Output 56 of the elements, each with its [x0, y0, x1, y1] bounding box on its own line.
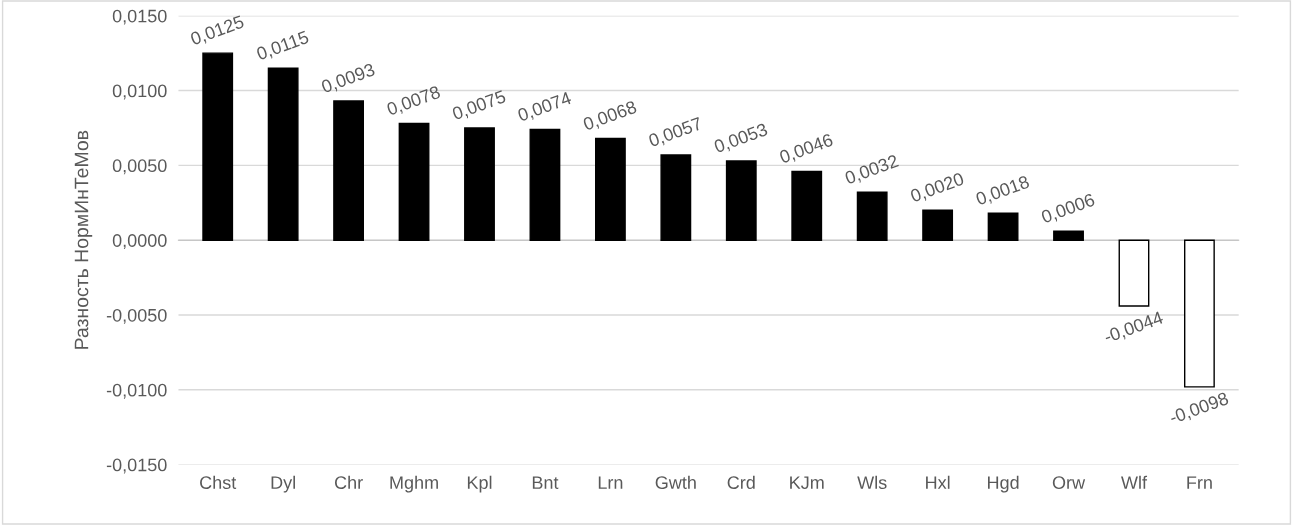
- x-tick-label: Orw: [1052, 476, 1086, 489]
- data-label: 0,0074: [516, 91, 573, 124]
- x-tick-label: Chst: [200, 475, 237, 489]
- bar: [1053, 230, 1084, 241]
- data-label: 0,0075: [451, 89, 508, 123]
- x-tick-label: Bnt: [532, 476, 559, 489]
- data-label: 0,0093: [320, 62, 377, 96]
- data-label: 0,0032: [844, 154, 900, 187]
- x-tick-label: Chr: [334, 475, 363, 489]
- bar: [267, 67, 299, 241]
- bar: [725, 160, 757, 241]
- data-label: 0,0006: [1040, 193, 1097, 226]
- y-tick-label: 0,0100: [112, 84, 167, 100]
- bar: [398, 122, 430, 241]
- data-label: 0,0068: [582, 100, 638, 133]
- data-label: 0,0020: [909, 172, 966, 205]
- bar: [202, 52, 234, 241]
- y-tick-label: 0,0050: [112, 159, 167, 175]
- x-tick-label: Frn: [1187, 476, 1212, 489]
- y-tick-label: -0,0100: [106, 383, 167, 399]
- data-label: 0,0125: [189, 14, 246, 48]
- bar: [464, 127, 495, 241]
- data-label: 0,0115: [255, 30, 311, 63]
- bar: [856, 191, 888, 241]
- bar: [1184, 239, 1215, 388]
- data-label: 0,0057: [647, 116, 704, 150]
- bar: [987, 212, 1019, 241]
- bar: [922, 209, 954, 241]
- bar: [529, 128, 561, 241]
- y-tick-label: -0,0050: [106, 308, 167, 324]
- y-tick-label: -0,0150: [106, 458, 167, 474]
- data-label: 0,0046: [778, 133, 835, 166]
- bar: [1118, 239, 1150, 307]
- bar: [660, 154, 692, 241]
- bar: [594, 137, 626, 241]
- y-tick-label: 0,0150: [112, 9, 167, 25]
- bar: [791, 170, 823, 241]
- data-label: -0,0044: [1103, 310, 1165, 346]
- x-tick-label: Wls: [857, 475, 887, 489]
- x-tick-label: Crd: [727, 475, 755, 489]
- data-label: 0,0053: [713, 122, 769, 156]
- x-tick-label: Dyl: [271, 475, 295, 493]
- y-axis-title: Разность НормИнТеМов: [74, 130, 93, 349]
- x-tick-label: Gwth: [655, 475, 696, 489]
- x-tick-label: KJm: [790, 476, 824, 489]
- x-tick-label: Hgd: [988, 475, 1019, 493]
- data-label: -0,0098: [1168, 391, 1230, 427]
- y-tick-label: 0,0000: [112, 234, 167, 250]
- bar: [333, 100, 365, 241]
- data-label: 0,0078: [386, 85, 442, 118]
- x-tick-label: Kpl: [467, 475, 492, 493]
- x-tick-label: Lrn: [598, 476, 623, 489]
- data-label: 0,0018: [975, 175, 1031, 208]
- x-tick-label: Mghm: [390, 475, 438, 493]
- x-tick-label: Hxl: [926, 475, 950, 489]
- x-tick-label: Wlf: [1121, 475, 1148, 489]
